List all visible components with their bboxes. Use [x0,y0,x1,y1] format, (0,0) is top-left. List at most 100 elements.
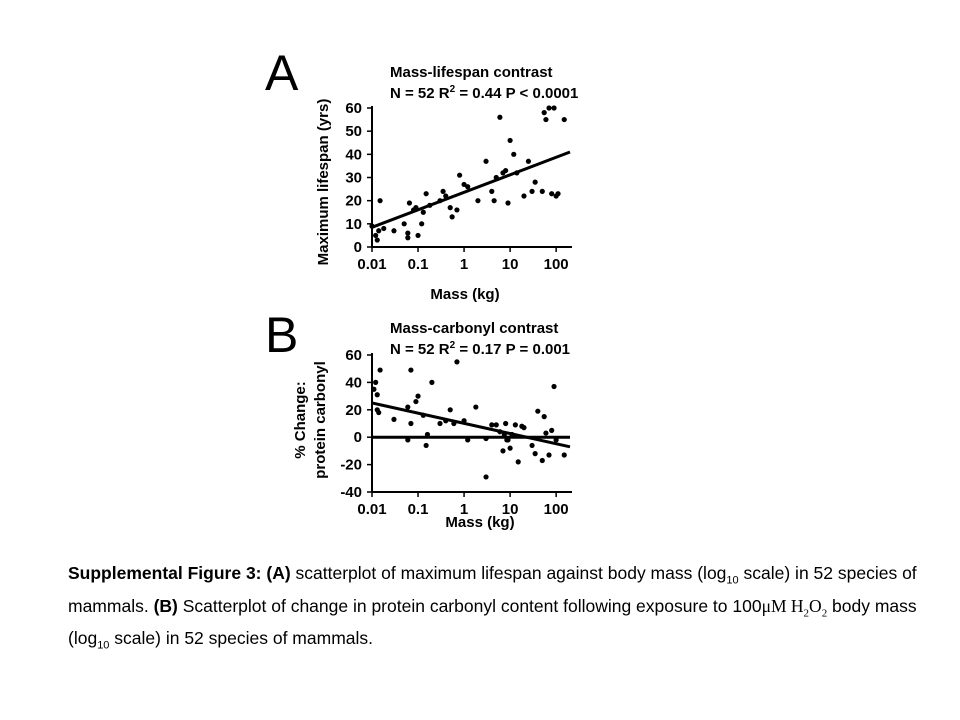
lifespan-data-point [511,151,517,157]
carbonyl-data-point [391,416,397,422]
carbonyl-data-point [549,427,555,433]
carbonyl-data-point [515,459,521,465]
carbonyl-data-point [561,452,567,458]
carbonyl-data-point [501,431,507,438]
carbonyl-data-point [489,422,495,428]
carbonyl-data-point [543,430,549,436]
lifespan-data-point [483,158,489,164]
lifespan-data-point [406,200,413,206]
lifespan-data-point [514,170,520,176]
carbonyl-data-point [539,457,545,464]
lifespan-data-point [555,191,561,197]
caption-sub-1: 10 [726,574,739,587]
carbonyl-y-tick-label: 20 [345,402,362,419]
lifespan-data-point [369,223,375,229]
lifespan-data-point [505,200,511,206]
caption-text-2: scale) in 52 species of mammals. [68,563,917,616]
carbonyl-data-point [447,407,453,413]
figure-caption: Supplemental Figure 3: (A) scatterplot o… [68,561,938,659]
carbonyl-data-point [413,398,419,405]
carbonyl-data-point [437,420,443,427]
carbonyl-data-point [415,393,421,399]
carbonyl-y-tick-label: -40 [340,484,362,501]
carbonyl-data-point [373,379,379,385]
lifespan-data-point [539,188,545,194]
carbonyl-data-point [374,392,380,398]
carbonyl-data-point [532,451,538,457]
lifespan-data-point [543,116,549,123]
lifespan-data-point [454,207,460,213]
lifespan-data-point [419,221,425,227]
carbonyl-data-point [424,431,431,438]
carbonyl-data-point [546,452,552,458]
carbonyl-data-point [509,431,515,438]
caption-text-5: scale) in 52 species of mammals. [109,628,374,648]
lifespan-data-point [440,188,446,194]
carbonyl-scatterplot: -40 -20 0 20 40 60 0.01 0.1 1 10 100 Mass (kg) % Cha… [292,347,572,531]
lifespan-y-tick-label: 30 [345,170,362,187]
lifespan-y-tick-label: 10 [345,216,362,233]
lifespan-data-point [541,110,547,116]
lifespan-y-tick-label: 50 [345,123,362,140]
lifespan-data-point [465,184,471,190]
carbonyl-data-point [505,437,511,443]
lifespan-y-tick-label: 40 [345,146,362,163]
lifespan-y-tick-label: 0 [354,239,362,256]
caption-text-4: body mass (log [68,595,917,649]
panel-b-title-line2: N = 52 R2 = 0.17 P = 0.001 [390,340,570,358]
lifespan-data-point [423,191,429,197]
carbonyl-data-point [454,359,460,365]
caption-text-1: scatterplot of maximum lifespan against … [290,563,727,583]
caption-unit: μM H [761,595,804,616]
carbonyl-data-point [423,442,429,449]
lifespan-data-point [374,237,380,243]
lifespan-data-point [493,174,499,181]
panel-b-letter: B [265,307,298,363]
panel-b-title-n: N = 52 R [390,341,450,358]
panel-a-title-line2: N = 52 R2 = 0.44 P < 0.0001 [390,84,578,102]
carbonyl-data-point [535,408,541,414]
carbonyl-data-point [461,418,467,424]
lifespan-data-point [405,230,411,236]
lifespan-data-point [437,198,443,204]
caption-lead: Supplemental Figure 3: (A) [68,563,291,583]
carbonyl-data-point [377,367,383,373]
lifespan-data-point [420,209,426,215]
panel-b-title-line1: Mass-carbonyl contrast [390,320,558,337]
lifespan-data-point [427,202,433,208]
carbonyl-trendline [371,401,571,449]
lifespan-data-point [551,105,557,111]
caption-h-sub: 2 [803,607,810,619]
lifespan-trendline [371,150,571,229]
lifespan-data-point [373,232,379,239]
lifespan-x-tick-label: 0.1 [408,256,429,273]
carbonyl-data-point [405,437,411,443]
carbonyl-y-axis-label-line2: protein carbonyl [312,361,329,479]
carbonyl-data-point [551,383,557,390]
lifespan-data-point [381,225,387,232]
lifespan-data-point [415,232,421,239]
lifespan-y-tick-label: 60 [345,100,362,117]
carbonyl-data-point [512,422,518,428]
panel-b-title-rest: = 0.17 P = 0.001 [455,341,570,358]
carbonyl-y-tick-label: 40 [345,374,362,391]
carbonyl-data-point [408,367,414,373]
carbonyl-x-tick-label: 10 [502,501,519,518]
panel-a-letter: A [265,45,299,101]
lifespan-data-point [503,167,509,174]
lifespan-x-tick-label: 10 [502,256,519,273]
caption-o: O [809,595,822,616]
caption-b-label: (B) [153,595,178,616]
panel-a-title-n: N = 52 R [390,85,450,102]
carbonyl-data-point [408,420,414,427]
carbonyl-x-axis-label: Mass (kg) [445,514,514,531]
lifespan-data-point [549,191,555,197]
lifespan-data-point [521,193,527,199]
lifespan-data-point [489,188,495,194]
carbonyl-data-point [420,412,426,418]
carbonyl-data-point [451,420,457,427]
carbonyl-data-point [521,425,527,431]
panel-a-title-exp: 2 [450,84,456,95]
carbonyl-x-tick-label: 0.01 [357,501,386,518]
